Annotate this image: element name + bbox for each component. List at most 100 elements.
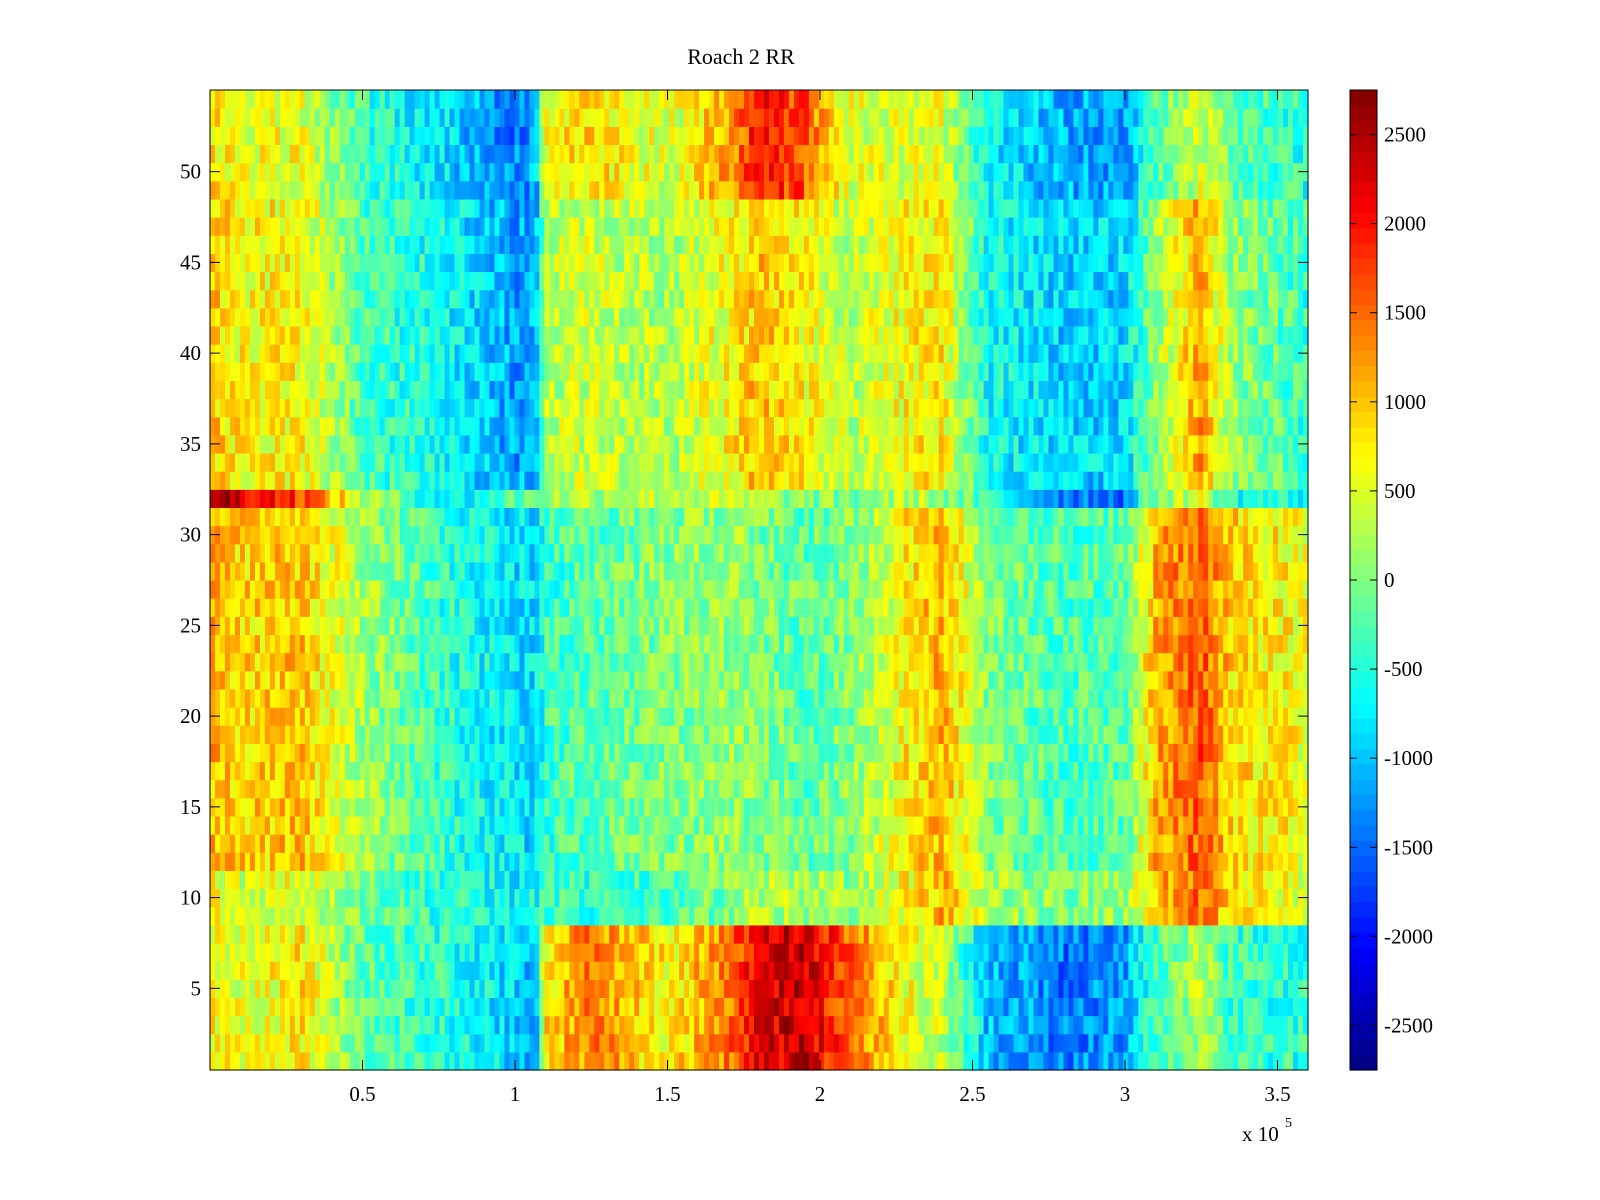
heatmap-cell [324, 797, 331, 817]
heatmap-cell [224, 942, 231, 962]
heatmap-cell [634, 924, 640, 944]
heatmap-cell [309, 1033, 316, 1053]
heatmap-cell [1228, 797, 1234, 817]
heatmap-cell [429, 924, 436, 944]
heatmap-cell [1223, 834, 1229, 853]
heatmap-cell [1098, 906, 1104, 926]
heatmap-cell [494, 961, 501, 980]
heatmap-cell [1053, 924, 1060, 944]
heatmap-cell [808, 997, 815, 1017]
heatmap-cell [699, 870, 705, 890]
heatmap-cell [803, 743, 810, 763]
heatmap-cell [759, 1051, 765, 1071]
heatmap-cell [908, 852, 915, 871]
heatmap-cell [354, 1033, 361, 1053]
heatmap-cell [898, 1033, 905, 1053]
heatmap-cell [649, 688, 655, 708]
heatmap-cell [349, 797, 356, 817]
heatmap-cell [1198, 743, 1204, 763]
heatmap-cell [589, 961, 595, 980]
heatmap-cell [823, 834, 830, 853]
heatmap-cell [893, 725, 900, 744]
heatmap-cell [569, 688, 575, 708]
heatmap-cell [838, 761, 845, 781]
heatmap-cell [878, 870, 885, 890]
heatmap-cell [374, 888, 381, 908]
heatmap-cell [903, 1033, 910, 1053]
heatmap-cell [714, 979, 720, 999]
heatmap-cell [434, 743, 441, 763]
heatmap-cell [1183, 1051, 1189, 1071]
heatmap-cell [1188, 707, 1194, 726]
heatmap-cell [749, 688, 755, 708]
heatmap-cell [918, 707, 925, 726]
heatmap-cell [324, 815, 331, 835]
heatmap-cell [524, 779, 531, 799]
heatmap-cell [928, 725, 935, 744]
heatmap-cell [244, 997, 251, 1017]
heatmap-cell [948, 870, 955, 890]
heatmap-cell [319, 997, 326, 1017]
heatmap-cell [254, 906, 261, 926]
heatmap-cell [484, 834, 491, 853]
heatmap-cell [1123, 707, 1129, 726]
heatmap-cell [504, 870, 511, 890]
heatmap-cell [669, 979, 675, 999]
heatmap-cell [1103, 979, 1109, 999]
heatmap-cell [689, 961, 695, 980]
heatmap-cell [983, 1051, 990, 1071]
heatmap-cell [379, 761, 386, 781]
heatmap-cell [898, 743, 905, 763]
heatmap-cell [768, 779, 775, 799]
heatmap-cell [1213, 1033, 1219, 1053]
heatmap-cell [309, 942, 316, 962]
heatmap-cell [1043, 1033, 1050, 1053]
heatmap-cell [923, 852, 930, 871]
heatmap-cell [569, 942, 575, 962]
heatmap-cell [1063, 979, 1070, 999]
heatmap-cell [224, 1015, 231, 1035]
heatmap-cell [1298, 779, 1304, 799]
heatmap-cell [1223, 888, 1229, 908]
heatmap-cell [1208, 906, 1214, 926]
heatmap-cell [863, 888, 870, 908]
heatmap-cell [434, 888, 441, 908]
heatmap-cell [399, 888, 406, 908]
heatmap-cell [938, 870, 945, 890]
heatmap-cell [434, 961, 441, 980]
heatmap-cell [988, 761, 995, 781]
heatmap-cell [1273, 779, 1279, 799]
heatmap-cell [299, 725, 306, 744]
heatmap-cell [1143, 797, 1149, 817]
heatmap-cell [514, 797, 521, 817]
heatmap-cell [1033, 797, 1040, 817]
heatmap-cell [334, 707, 341, 726]
heatmap-cell [998, 834, 1005, 853]
heatmap-cell [609, 797, 615, 817]
heatmap-cell [898, 924, 905, 944]
heatmap-cell [484, 997, 491, 1017]
heatmap-cell [788, 815, 795, 835]
heatmap-cell [634, 961, 640, 980]
heatmap-cell [249, 961, 256, 980]
heatmap-cell [828, 870, 835, 890]
heatmap-cell [579, 870, 585, 890]
heatmap-cell [574, 779, 580, 799]
heatmap-cell [674, 743, 680, 763]
heatmap-cell [244, 707, 251, 726]
heatmap-cell [818, 852, 825, 871]
heatmap-cell [484, 815, 491, 835]
heatmap-cell [793, 997, 800, 1017]
heatmap-cell [404, 707, 411, 726]
heatmap-cell [379, 1015, 386, 1035]
heatmap-cell [669, 852, 675, 871]
heatmap-cell [659, 707, 665, 726]
heatmap-cell [1093, 870, 1099, 890]
heatmap-cell [379, 1033, 386, 1053]
heatmap-cell [913, 688, 920, 708]
heatmap-cell [1073, 1015, 1080, 1035]
heatmap-cell [464, 997, 471, 1017]
heatmap-cell [888, 997, 895, 1017]
heatmap-cell [1173, 743, 1179, 763]
heatmap-cell [654, 797, 660, 817]
